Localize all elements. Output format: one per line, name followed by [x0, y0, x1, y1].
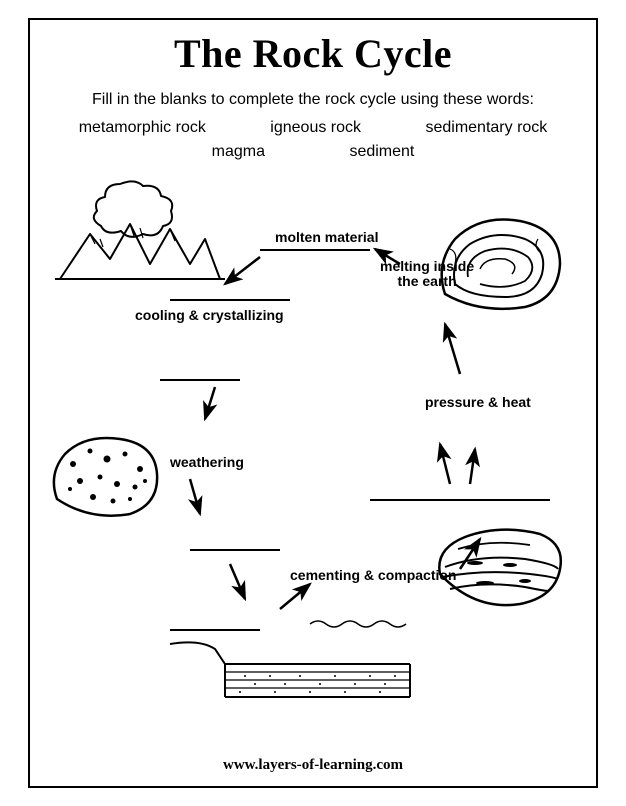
word-bank: metamorphic rock igneous rock sedimentar… — [30, 119, 596, 161]
label-pressure: pressure & heat — [425, 394, 531, 410]
wordbank-item: magma — [212, 143, 265, 161]
worksheet-page: The Rock Cycle Fill in the blanks to com… — [28, 18, 598, 788]
cycle-arrows — [30, 169, 600, 729]
label-molten: molten material — [275, 229, 378, 245]
wordbank-item: igneous rock — [270, 119, 361, 137]
rock-cycle-diagram: molten material melting inside the earth… — [30, 169, 596, 729]
page-title: The Rock Cycle — [30, 30, 596, 77]
wordbank-item: sedimentary rock — [425, 119, 547, 137]
wordbank-item: sediment — [349, 143, 414, 161]
instructions-text: Fill in the blanks to complete the rock … — [30, 91, 596, 109]
footer-url: www.layers-of-learning.com — [30, 757, 596, 774]
label-melting: melting inside the earth — [380, 259, 474, 290]
wordbank-item: metamorphic rock — [79, 119, 206, 137]
label-weathering: weathering — [170, 454, 244, 470]
label-cementing: cementing & compaction — [290, 567, 456, 583]
label-cooling: cooling & crystallizing — [135, 307, 284, 323]
